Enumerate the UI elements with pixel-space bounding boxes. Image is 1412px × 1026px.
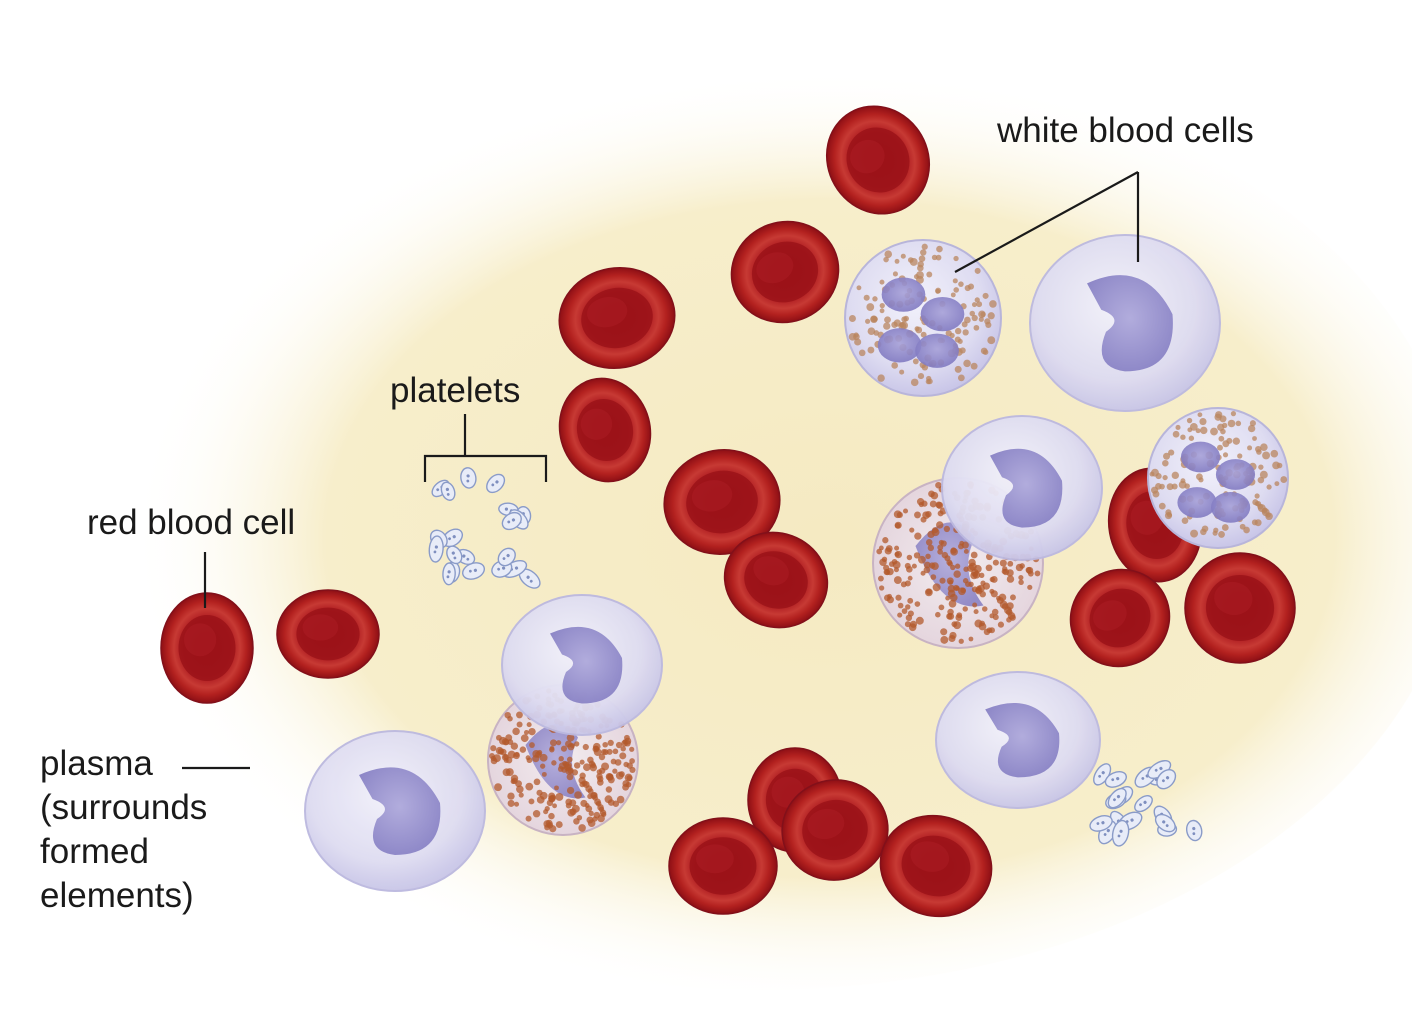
- red-blood-cell: [668, 817, 778, 915]
- label-plasma-line-1: plasma: [40, 744, 153, 783]
- red-blood-cell: [663, 449, 781, 555]
- platelet: [1104, 771, 1127, 788]
- platelet: [446, 545, 463, 565]
- label-plasma-line-4: elements): [40, 876, 194, 915]
- white-blood-cells: [304, 234, 1289, 892]
- platelet-cluster: [428, 467, 541, 589]
- red-blood-cell: [1069, 568, 1171, 668]
- granulocyte-cell: [487, 684, 639, 836]
- platelet: [486, 473, 506, 494]
- platelet: [460, 467, 477, 489]
- leader-lines: [182, 171, 1140, 770]
- red-blood-cell: [558, 377, 652, 483]
- red-blood-cell: [879, 814, 993, 918]
- platelet-cluster: [1089, 760, 1203, 847]
- platelet: [428, 535, 444, 563]
- red-blood-cell: [825, 105, 931, 215]
- platelet: [1154, 813, 1176, 833]
- platelets-bracket: [423, 454, 548, 482]
- label-plasma-line-3: formed: [40, 832, 149, 871]
- platelet: [1134, 795, 1153, 813]
- platelet: [1107, 787, 1127, 809]
- red-blood-cell: [723, 531, 829, 629]
- red-blood-cells: [160, 105, 1296, 918]
- leader-line: [954, 171, 1139, 273]
- mononuclear-cell: [935, 671, 1101, 809]
- platelet: [442, 562, 456, 586]
- mononuclear-cell: [501, 594, 663, 736]
- red-blood-cell: [160, 592, 254, 704]
- label-red-blood-cell: red blood cell: [87, 503, 296, 542]
- platelet: [440, 481, 456, 501]
- label-plasma: plasma (surrounds formed elements): [40, 742, 207, 918]
- platelet: [1185, 819, 1203, 842]
- neutrophil-cell: [844, 239, 1002, 397]
- platelet: [501, 511, 522, 531]
- platelet-clusters: [428, 467, 1203, 847]
- platelet: [1156, 769, 1177, 790]
- platelet: [1111, 819, 1130, 847]
- label-white-blood-cells: white blood cells: [997, 111, 1254, 150]
- platelet: [1089, 815, 1113, 832]
- red-blood-cell: [276, 589, 380, 679]
- red-blood-cell: [1184, 552, 1296, 664]
- mononuclear-cell: [941, 415, 1103, 561]
- neutrophil-cell: [1147, 407, 1289, 549]
- red-blood-cell: [730, 220, 840, 324]
- red-blood-cell: [558, 266, 676, 370]
- mononuclear-cell: [1029, 234, 1221, 412]
- label-plasma-line-2: (surrounds: [40, 788, 208, 827]
- platelet: [497, 547, 516, 567]
- label-platelets: platelets: [390, 371, 521, 410]
- mononuclear-cell: [304, 730, 486, 892]
- red-blood-cell: [781, 779, 889, 881]
